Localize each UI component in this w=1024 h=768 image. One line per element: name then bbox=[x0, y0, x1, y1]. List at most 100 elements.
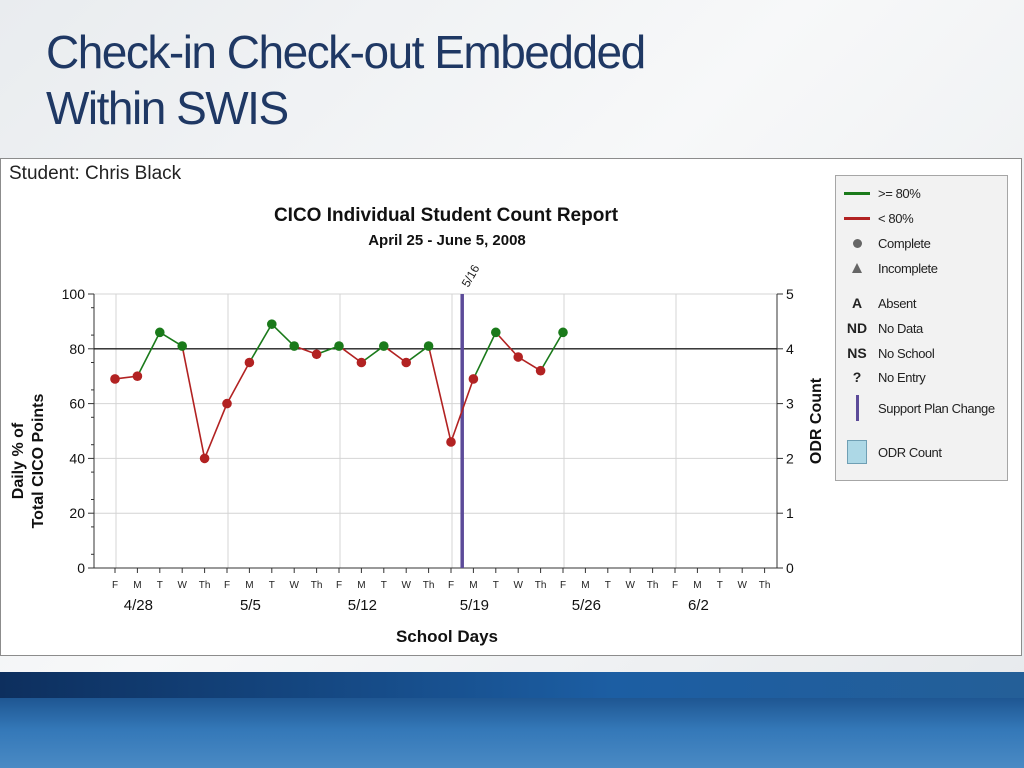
y-axis-tick-label: 20 bbox=[69, 505, 85, 521]
y-axis-tick-label: 0 bbox=[77, 560, 85, 576]
x-axis-day-label: T bbox=[717, 580, 723, 591]
series-segment bbox=[248, 323, 273, 363]
x-axis-day-label: W bbox=[289, 580, 299, 591]
legend-code-symbol: ND bbox=[846, 320, 868, 336]
x-axis-day-label: Th bbox=[199, 580, 211, 591]
cico-report-panel: Student: Chris Black CICO Individual Stu… bbox=[0, 158, 1022, 656]
data-point bbox=[535, 365, 546, 376]
legend-label: Support Plan Change bbox=[878, 400, 995, 416]
series-segment bbox=[136, 331, 161, 377]
x-axis-day-label: W bbox=[177, 580, 187, 591]
data-point bbox=[356, 357, 367, 368]
slide-title: Check-in Check-out Embedded Within SWIS bbox=[46, 24, 646, 136]
x-axis-day-label: Th bbox=[535, 580, 547, 591]
legend-label: No Entry bbox=[878, 369, 926, 385]
series-segment bbox=[427, 345, 452, 443]
legend-label: Absent bbox=[878, 295, 917, 311]
series-segment bbox=[203, 403, 228, 459]
x-axis-week-label: 6/2 bbox=[688, 597, 709, 614]
x-axis-day-label: Th bbox=[423, 580, 435, 591]
y-axis-tick-label: 40 bbox=[69, 450, 85, 466]
y2-axis-tick-label: 2 bbox=[786, 450, 794, 466]
series-segment bbox=[226, 362, 251, 404]
legend-item: Support Plan Change bbox=[836, 395, 1007, 421]
data-point bbox=[222, 398, 232, 409]
data-point bbox=[491, 327, 501, 338]
x-axis-week-label: 5/19 bbox=[460, 597, 489, 614]
legend-label: >= 80% bbox=[878, 185, 921, 201]
legend-item: ODR Count bbox=[836, 440, 1007, 464]
legend-box-icon bbox=[836, 440, 878, 464]
x-axis-label: School Days bbox=[396, 627, 498, 646]
x-axis-day-label: W bbox=[737, 580, 747, 591]
y2-axis-label: ODR Count bbox=[808, 377, 825, 464]
x-axis-day-label: T bbox=[381, 580, 387, 591]
chart-subtitle: April 25 - June 5, 2008 bbox=[368, 232, 526, 249]
legend-item: ? No Entry bbox=[836, 366, 1007, 388]
series-segment bbox=[181, 345, 206, 459]
x-axis-day-label: Th bbox=[647, 580, 659, 591]
legend-label: No Data bbox=[878, 320, 923, 336]
data-point bbox=[334, 341, 344, 351]
y-axis-tick-label: 80 bbox=[69, 341, 85, 357]
series-segment bbox=[539, 331, 564, 372]
data-point bbox=[244, 357, 255, 368]
legend-label: Complete bbox=[878, 235, 931, 251]
x-axis-day-label: M bbox=[581, 580, 589, 591]
y2-axis-tick-label: 5 bbox=[786, 286, 794, 302]
legend-label: No School bbox=[878, 345, 935, 361]
x-axis-day-label: W bbox=[513, 580, 523, 591]
x-axis-day-label: T bbox=[493, 580, 499, 591]
x-axis-day-label: Th bbox=[759, 580, 771, 591]
data-point bbox=[401, 357, 412, 368]
series-segment bbox=[495, 331, 519, 358]
data-point bbox=[289, 341, 300, 351]
x-axis-day-label: W bbox=[625, 580, 635, 591]
x-axis-day-label: M bbox=[245, 580, 253, 591]
legend-item: Incomplete bbox=[836, 257, 1007, 279]
cico-line-chart: CICO Individual Student Count Report Apr… bbox=[10, 205, 825, 646]
legend-line-red-icon bbox=[836, 216, 878, 220]
data-point bbox=[513, 352, 523, 362]
legend-code-symbol: NS bbox=[847, 345, 867, 361]
legend-label: < 80% bbox=[878, 210, 914, 226]
x-axis-day-label: F bbox=[336, 580, 342, 591]
x-axis-day-label: Th bbox=[311, 580, 323, 591]
legend-dot-icon bbox=[836, 238, 878, 248]
x-axis-day-label: W bbox=[401, 580, 411, 591]
data-point bbox=[558, 327, 568, 338]
legend-bar-icon bbox=[836, 395, 878, 421]
y-axis-label-line-1: Daily % of bbox=[10, 422, 27, 499]
data-point bbox=[132, 371, 143, 381]
slide-title-line-1: Check-in Check-out Embedded bbox=[46, 26, 646, 78]
student-label: Student: Chris Black bbox=[9, 163, 182, 184]
legend-item: >= 80% bbox=[836, 182, 1007, 204]
slide-title-line-2: Within SWIS bbox=[46, 82, 289, 134]
data-point bbox=[311, 349, 322, 360]
data-point bbox=[267, 319, 277, 329]
y2-axis-tick-label: 1 bbox=[786, 505, 794, 521]
x-axis-day-label: M bbox=[693, 580, 701, 591]
data-point bbox=[177, 341, 187, 351]
series-segment bbox=[472, 332, 497, 380]
chart-title: CICO Individual Student Count Report bbox=[274, 205, 619, 226]
x-axis-day-label: F bbox=[560, 580, 566, 591]
x-axis-day-label: T bbox=[605, 580, 611, 591]
y-axis-tick-label: 100 bbox=[62, 286, 86, 302]
x-axis-day-label: M bbox=[469, 580, 477, 591]
y2-axis-tick-label: 0 bbox=[786, 560, 794, 576]
legend-item: ND No Data bbox=[836, 317, 1007, 339]
series-segment bbox=[450, 378, 475, 443]
legend-code-symbol: A bbox=[851, 295, 863, 311]
footer-stripe bbox=[0, 672, 1024, 698]
legend-item: A Absent bbox=[836, 292, 1007, 314]
data-point bbox=[468, 374, 479, 384]
x-axis-day-label: F bbox=[112, 580, 118, 591]
x-axis-day-label: F bbox=[448, 580, 454, 591]
x-axis-day-label: F bbox=[672, 580, 678, 591]
chart-plot-area: 0 20 40 60 80 100 0 1 2 3 4 5 F M T W Th F M T W Th F M T W Th F M T W… bbox=[62, 262, 794, 614]
y-axis-label-line-2: Total CICO Points bbox=[30, 393, 47, 528]
legend-label: Incomplete bbox=[878, 260, 938, 276]
data-point bbox=[199, 453, 210, 464]
x-axis-week-label: 5/5 bbox=[240, 597, 261, 614]
